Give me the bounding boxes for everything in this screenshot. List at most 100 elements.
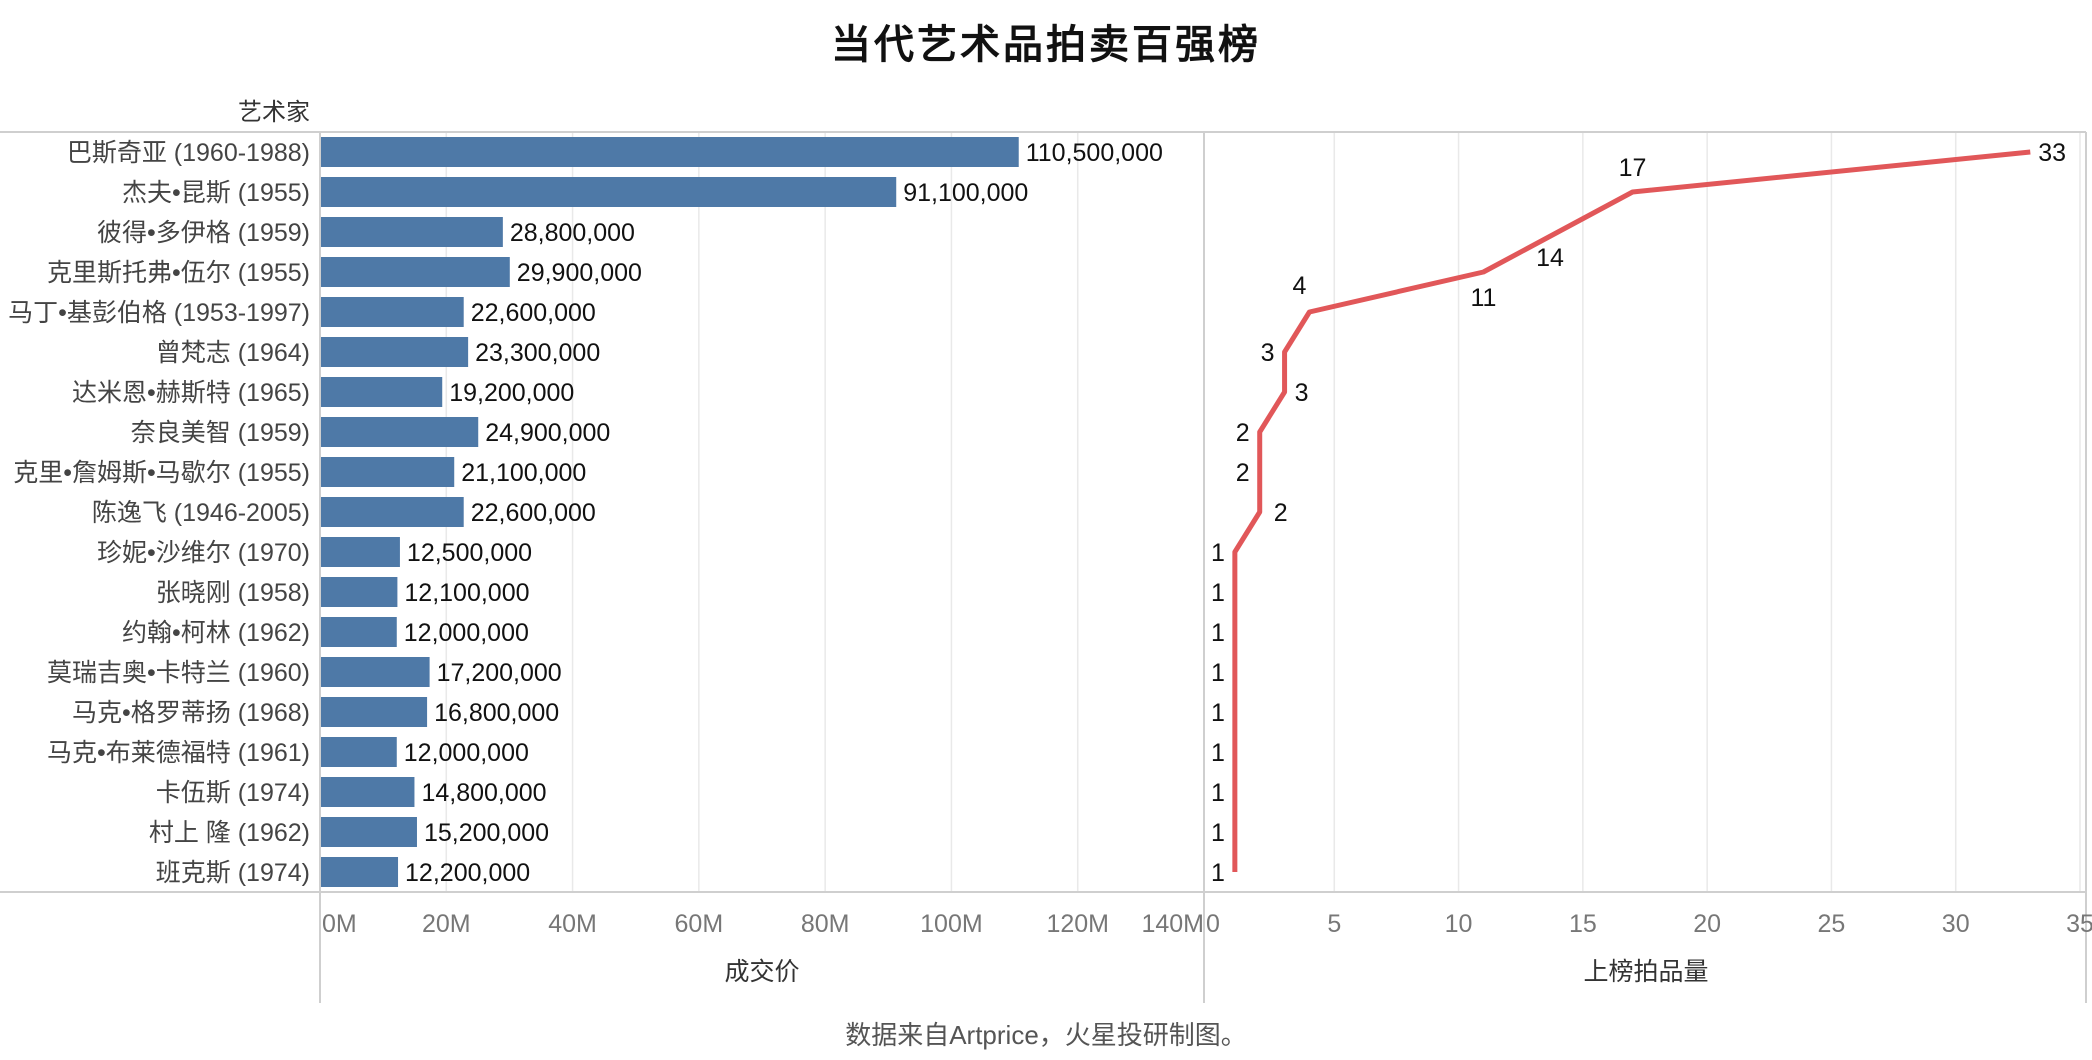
bar-value-label: 91,100,000 bbox=[903, 179, 1028, 207]
line-series-path bbox=[1232, 149, 2031, 872]
source-caption: 数据来自Artprice，火星投研制图。 bbox=[845, 1020, 1247, 1050]
artist-label: 克里斯托弗•伍尔 (1955) bbox=[47, 259, 310, 287]
bar-axis-tick-label: 40M bbox=[548, 910, 597, 938]
line-axis-tick-label: 20 bbox=[1693, 910, 1721, 938]
line-point-label: 1 bbox=[1211, 659, 1225, 687]
chart-title: 当代艺术品拍卖百强榜 bbox=[831, 21, 1261, 68]
bar-value-label: 17,200,000 bbox=[437, 659, 562, 687]
bar-axis-tick-label: 100M bbox=[920, 910, 983, 938]
bar-value-label: 29,900,000 bbox=[517, 259, 642, 287]
line-point-label: 3 bbox=[1295, 379, 1309, 407]
bar-value-label: 12,100,000 bbox=[404, 579, 529, 607]
bar bbox=[321, 737, 397, 767]
bar bbox=[321, 497, 464, 527]
artist-label: 马丁•基彭伯格 (1953-1997) bbox=[8, 299, 310, 327]
line-point-label: 2 bbox=[1236, 419, 1250, 447]
bar-value-label: 21,100,000 bbox=[461, 459, 586, 487]
bar-value-label: 12,000,000 bbox=[404, 739, 529, 767]
artist-label: 陈逸飞 (1946-2005) bbox=[92, 499, 310, 527]
bar bbox=[321, 177, 897, 207]
bar-value-label: 23,300,000 bbox=[475, 339, 600, 367]
bar bbox=[321, 217, 503, 247]
artist-label: 马克•格罗蒂扬 (1968) bbox=[72, 699, 310, 727]
line-axis-tick-label: 10 bbox=[1445, 910, 1473, 938]
line-point-label: 4 bbox=[1292, 272, 1306, 300]
artist-label: 克里•詹姆斯•马歇尔 (1955) bbox=[13, 459, 310, 487]
bar bbox=[321, 577, 398, 607]
line-axis-tick-label: 5 bbox=[1327, 910, 1341, 938]
bar bbox=[321, 297, 464, 327]
line-axis-tick-label: 35 bbox=[2066, 910, 2092, 938]
bar bbox=[321, 417, 479, 447]
bar-axis-tick-label: 0M bbox=[322, 910, 357, 938]
bar-axis-tick-label: 20M bbox=[422, 910, 471, 938]
artist-label: 卡伍斯 (1974) bbox=[156, 779, 310, 807]
line-point-label: 33 bbox=[2038, 139, 2066, 167]
grid-layer bbox=[445, 132, 2081, 892]
artist-label: 奈良美智 (1959) bbox=[131, 419, 310, 447]
bar-value-label: 12,500,000 bbox=[407, 539, 532, 567]
artist-label: 约翰•柯林 (1962) bbox=[122, 619, 310, 647]
line-point-label: 1 bbox=[1211, 619, 1225, 647]
bar-value-label: 22,600,000 bbox=[471, 499, 596, 527]
line-point-label: 11 bbox=[1470, 284, 1496, 312]
bar bbox=[321, 777, 415, 807]
line-point-label: 3 bbox=[1261, 339, 1275, 367]
bar bbox=[321, 537, 400, 567]
bar-value-label: 110,500,000 bbox=[1026, 139, 1163, 167]
line-point-label: 1 bbox=[1211, 739, 1225, 767]
bar bbox=[321, 257, 510, 287]
bar-axis-tick-label: 80M bbox=[801, 910, 850, 938]
line-axis-tick-label: 30 bbox=[1942, 910, 1970, 938]
line-point-label: 1 bbox=[1211, 819, 1225, 847]
line-point-label: 1 bbox=[1211, 859, 1225, 887]
line-point-label: 2 bbox=[1274, 499, 1288, 527]
artist-labels: 巴斯奇亚 (1960-1988) 杰夫•昆斯 (1955) 彼得•多伊格 (1959… bbox=[8, 139, 310, 887]
axis-ticks: 0M 20M 40M 60M 80M 100M 120M 140M 0 5 10 15 20 25 30 35 bbox=[322, 910, 2092, 938]
frame-layer bbox=[0, 131, 2087, 1003]
bar-axis-tick-label: 120M bbox=[1046, 910, 1109, 938]
bar-axis-tick-label: 60M bbox=[675, 910, 724, 938]
bar bbox=[321, 617, 397, 647]
bar bbox=[321, 457, 455, 487]
bar bbox=[321, 857, 399, 887]
line-point-label: 1 bbox=[1211, 779, 1225, 807]
line-point-label: 14 bbox=[1536, 244, 1564, 272]
bar-value-label: 12,000,000 bbox=[404, 619, 529, 647]
bar-value-label: 16,800,000 bbox=[434, 699, 559, 727]
bar-axis-title: 成交价 bbox=[724, 958, 799, 986]
bar-value-label: 28,800,000 bbox=[510, 219, 635, 247]
artist-label: 班克斯 (1974) bbox=[156, 859, 310, 887]
artist-label: 张晓刚 (1958) bbox=[156, 579, 310, 607]
line-point-label: 1 bbox=[1211, 579, 1225, 607]
bar-value-label: 22,600,000 bbox=[471, 299, 596, 327]
line-point-label: 17 bbox=[1619, 154, 1647, 182]
bar-value-label: 24,900,000 bbox=[485, 419, 610, 447]
row-header: 艺术家 bbox=[238, 99, 310, 126]
artist-label: 达米恩•赫斯特 (1965) bbox=[72, 379, 310, 407]
artist-label: 巴斯奇亚 (1960-1988) bbox=[67, 139, 310, 167]
artist-label: 马克•布莱德福特 (1961) bbox=[47, 739, 310, 767]
artist-label: 村上 隆 (1962) bbox=[149, 819, 310, 847]
artist-label: 彼得•多伊格 (1959) bbox=[97, 219, 310, 247]
bar-value-label: 12,200,000 bbox=[405, 859, 530, 887]
artist-label: 杰夫•昆斯 (1955) bbox=[122, 179, 310, 207]
bar-value-label: 15,200,000 bbox=[424, 819, 549, 847]
bar-value-label: 19,200,000 bbox=[449, 379, 574, 407]
bar-value-label: 14,800,000 bbox=[421, 779, 546, 807]
bar-series: 110,500,000 91,100,000 28,800,000 29,900,00… bbox=[321, 137, 1163, 887]
line-axis-tick-label: 15 bbox=[1569, 910, 1597, 938]
bar bbox=[321, 137, 1019, 167]
artist-label: 曾梵志 (1964) bbox=[156, 339, 310, 367]
bar bbox=[321, 817, 417, 847]
artist-label: 莫瑞吉奥•卡特兰 (1960) bbox=[47, 659, 310, 687]
line-axis-tick-label: 25 bbox=[1818, 910, 1846, 938]
line-point-label: 1 bbox=[1211, 539, 1225, 567]
line-point-label: 1 bbox=[1211, 699, 1225, 727]
bar bbox=[321, 337, 469, 367]
line-axis-title: 上榜拍品量 bbox=[1583, 958, 1708, 986]
bar-axis-tick-label: 140M bbox=[1141, 910, 1204, 938]
line-axis-tick-label: 0 bbox=[1206, 910, 1220, 938]
